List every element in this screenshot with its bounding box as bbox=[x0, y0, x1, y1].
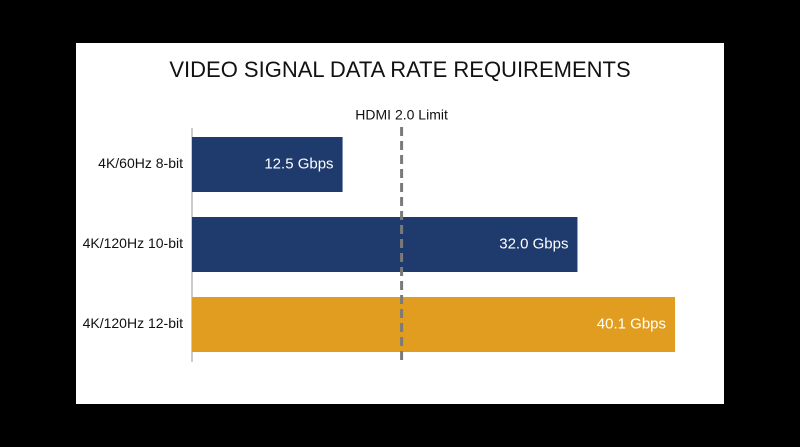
bar bbox=[192, 297, 676, 352]
value-label: 32.0 Gbps bbox=[499, 235, 568, 252]
value-label: 40.1 Gbps bbox=[597, 315, 666, 332]
value-label: 12.5 Gbps bbox=[264, 155, 333, 172]
bar bbox=[192, 137, 343, 192]
chart-title: VIDEO SIGNAL DATA RATE REQUIREMENTS bbox=[169, 57, 630, 82]
category-label: 4K/60Hz 8-bit bbox=[98, 155, 183, 171]
bar bbox=[192, 217, 578, 272]
reference-label: HDMI 2.0 Limit bbox=[355, 107, 448, 123]
category-label: 4K/120Hz 10-bit bbox=[83, 235, 184, 251]
category-label: 4K/120Hz 12-bit bbox=[83, 315, 184, 331]
